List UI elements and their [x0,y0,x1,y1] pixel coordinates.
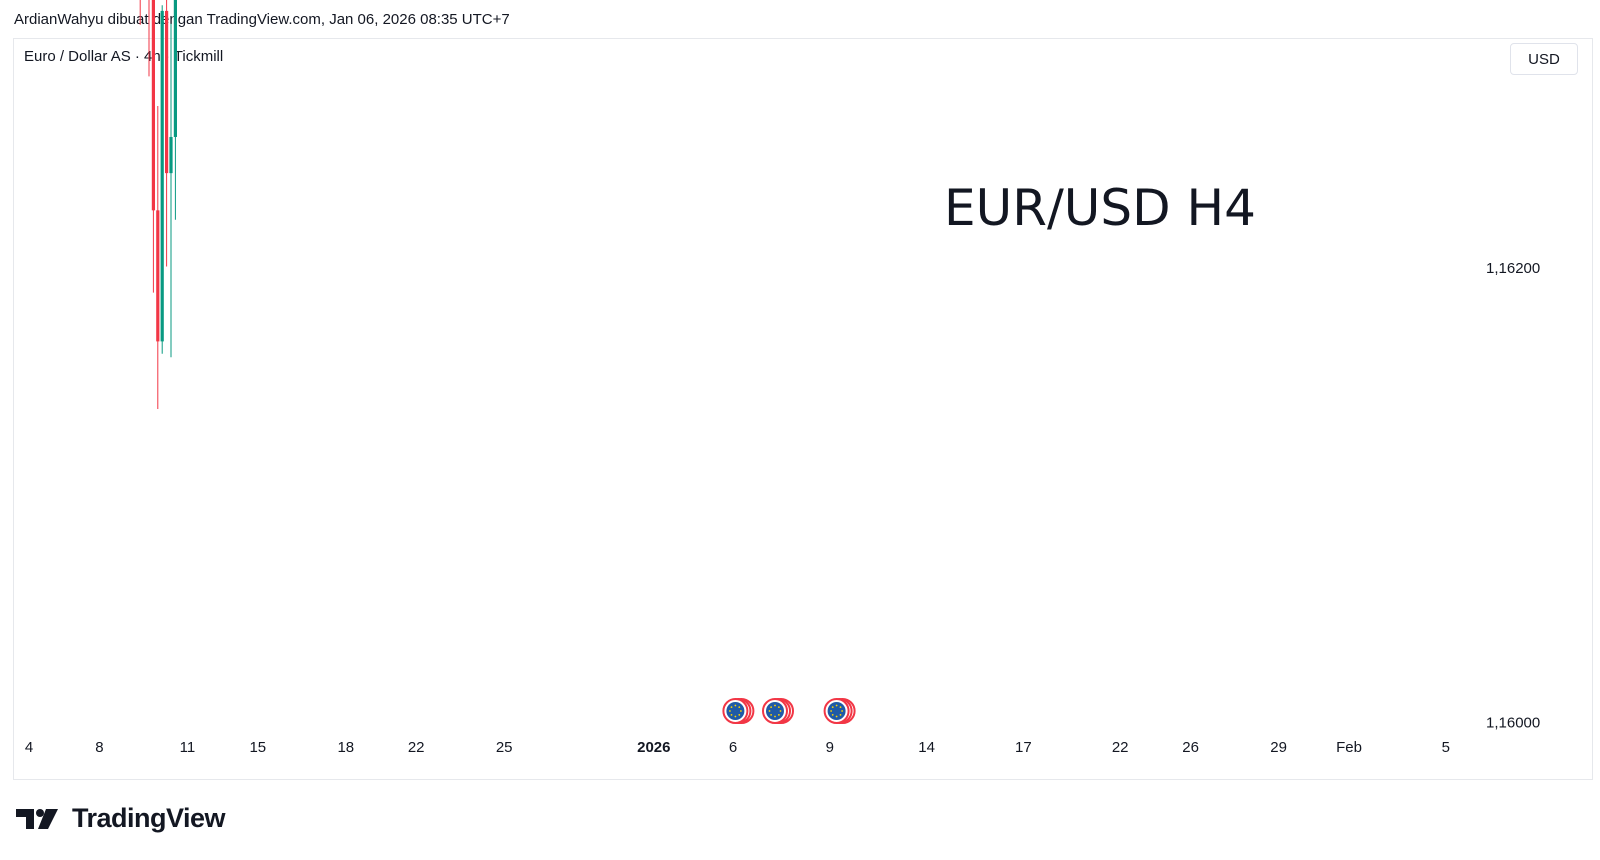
price-axis[interactable]: 1,188001,186001,184001,182001,178001,176… [1486,0,1540,732]
x-tick-label: 11 [180,739,196,756]
x-tick-label: 15 [249,739,266,756]
candle [165,0,169,267]
symbol-title[interactable]: Euro / Dollar AS · 4h · Tickmill [24,48,224,65]
events-layer[interactable] [722,698,856,724]
candle [173,0,177,220]
x-tick-label: 5 [1442,739,1450,756]
candle [139,0,141,25]
candle [169,23,173,358]
x-tick-label: 9 [826,739,834,756]
x-tick-label: 29 [1270,739,1287,756]
x-tick-label: 18 [337,739,354,756]
y-tick-label: 1,16200 [1486,260,1540,277]
x-tick-label: 26 [1182,739,1199,756]
eu-flag-icon[interactable] [823,698,856,724]
tradingview-logo[interactable]: TradingView [16,803,226,834]
x-tick-label: 25 [496,739,513,756]
candle [148,0,150,77]
attribution-text: ArdianWahyu dibuat dengan TradingView.co… [14,11,510,28]
eu-flag-icon[interactable] [762,698,794,724]
x-tick-label: 22 [408,739,425,756]
time-axis[interactable]: 4 8 11 15 18 22 25 2026 6 9 14 17 22 26 29 Feb 5 [25,739,1450,756]
x-tick-label: 6 [729,739,737,756]
candle [151,0,155,293]
x-tick-label: 2026 [637,739,670,756]
x-tick-label: Feb [1336,739,1362,756]
x-tick-label: 22 [1112,739,1129,756]
currency-button[interactable]: USD [1510,43,1578,75]
candle [160,5,164,354]
y-tick-label: 1,16000 [1486,715,1540,732]
candles-layer [139,0,177,410]
tradingview-logo-icon [16,808,58,829]
x-tick-label: 8 [95,739,103,756]
candle [156,106,160,410]
x-tick-label: 17 [1015,739,1032,756]
x-tick-label: 4 [25,739,33,756]
tradingview-logo-text: TradingView [72,803,226,833]
eu-flag-icon[interactable] [722,698,755,724]
chart-frame [13,38,1593,780]
chart-title: EUR/USD H4 [944,179,1256,237]
x-tick-label: 14 [918,739,935,756]
